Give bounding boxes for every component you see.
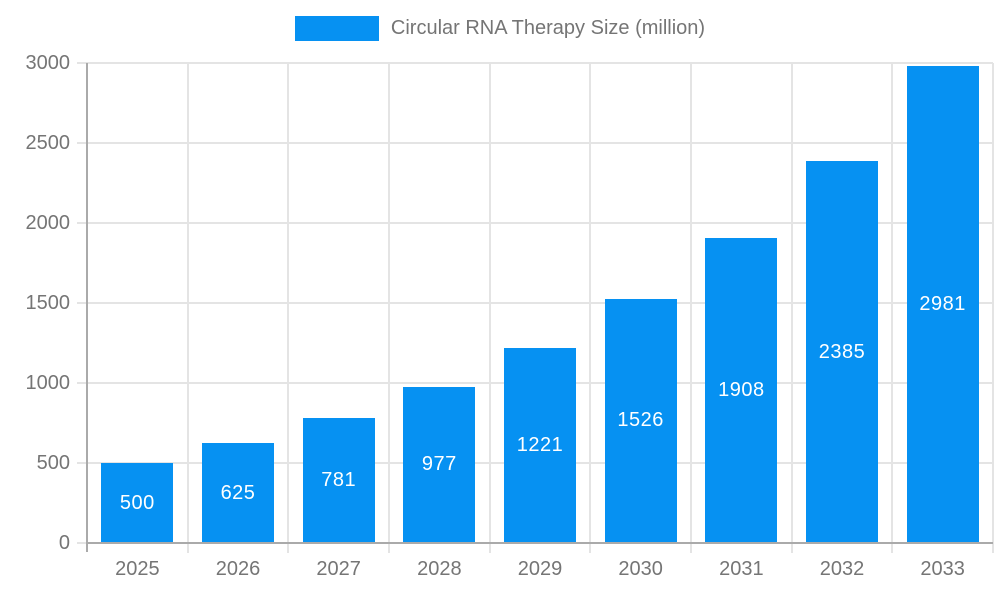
legend[interactable]: Circular RNA Therapy Size (million) [0,16,1000,41]
bar-value-label: 625 [220,481,256,504]
y-axis-tick-label: 0 [58,532,70,554]
y-axis-tick-label: 2500 [25,132,71,154]
y-axis-line [86,63,88,552]
legend-label[interactable]: Circular RNA Therapy Size (million) [390,17,706,39]
gridline-horizontal [77,142,993,144]
bar-value-label: 500 [119,491,155,514]
bar-2030[interactable]: 1526 [604,298,677,543]
gridline-horizontal [77,302,993,304]
x-axis-tick-label: 2032 [819,558,865,580]
bar-value-label: 781 [321,469,357,491]
bar-value-label: 1221 [516,433,564,456]
x-axis-tick-label: 2030 [618,558,663,580]
x-axis-tick-label: 2028 [417,558,462,580]
y-tick [77,542,87,544]
bar-2028[interactable]: 977 [403,386,476,543]
gridline-vertical [388,63,390,553]
gridline-vertical [186,63,189,553]
gridline-horizontal [77,222,993,224]
bar-2033[interactable]: 2981 [906,66,979,543]
legend-swatch[interactable] [294,16,379,41]
x-axis-tick-label: 2031 [719,558,764,580]
gridline-vertical [287,63,290,553]
plot-area: 500 625 781 977 1221 1526 1908 2385 2981 [77,62,994,553]
y-axis-tick-label: 3000 [25,52,71,74]
gridline-vertical [790,63,793,553]
gridline-vertical [992,63,994,553]
y-axis-tick-label: 500 [36,452,70,474]
gridline-vertical [690,63,692,553]
bar-2026[interactable]: 625 [202,443,274,543]
x-axis-tick-label: 2025 [115,558,160,580]
bar-2032[interactable]: 2385 [806,161,878,543]
bar-value-label: 1526 [617,409,664,432]
x-axis-tick-label: 2029 [517,558,563,580]
bar-2029[interactable]: 1221 [504,347,576,543]
gridline-vertical [488,63,491,553]
bar-2031[interactable]: 1908 [705,237,778,543]
gridline-horizontal [77,62,993,64]
x-axis-line [87,542,993,544]
gridline-vertical [891,63,894,553]
x-axis-tick-label: 2027 [316,558,361,580]
bar-2025[interactable]: 500 [101,463,174,543]
x-axis-tick-label: 2033 [920,558,965,580]
bar-value-label: 1908 [718,378,765,401]
bar-2027[interactable]: 781 [302,418,375,543]
bar-value-label: 977 [421,453,457,476]
y-axis-tick-label: 1000 [25,372,71,394]
gridline-vertical [589,63,592,553]
y-axis-tick-label: 1500 [25,292,71,314]
bar-value-label: 2385 [818,340,866,363]
y-axis-tick-label: 2000 [25,212,71,234]
x-axis-tick-label: 2026 [215,558,261,580]
bar-value-label: 2981 [919,293,966,315]
